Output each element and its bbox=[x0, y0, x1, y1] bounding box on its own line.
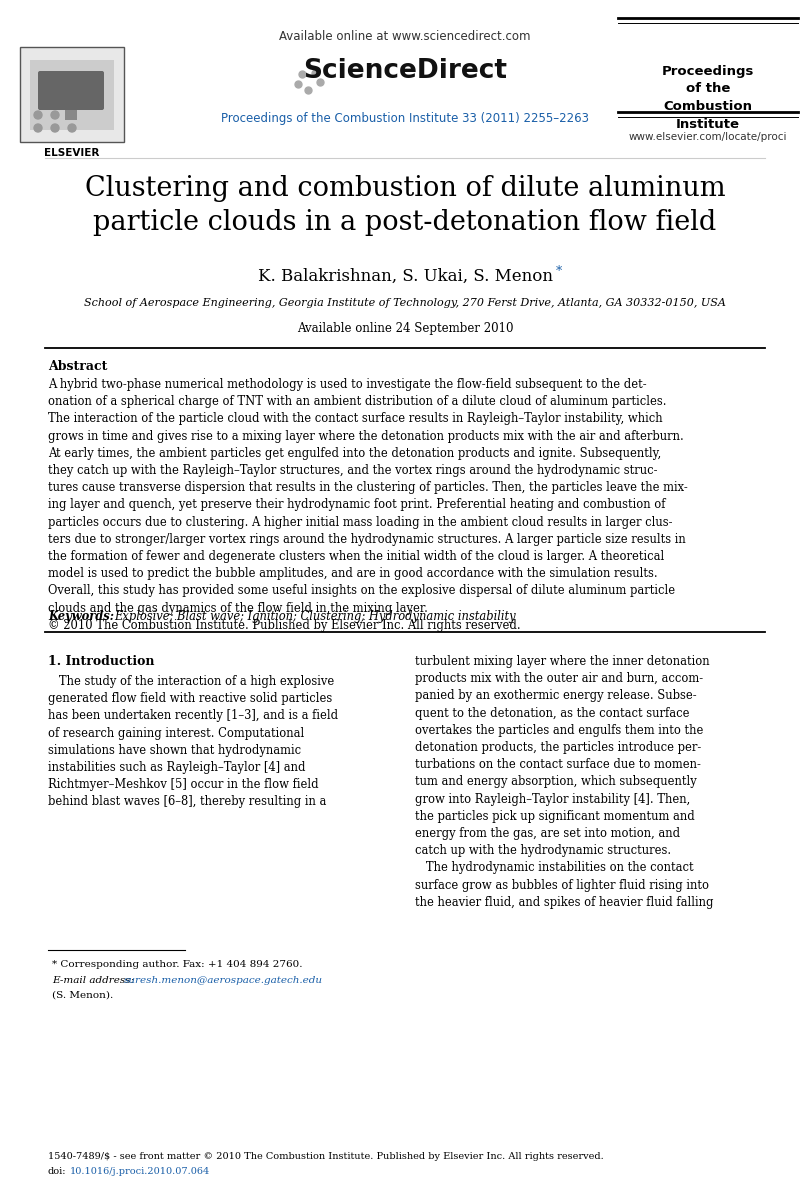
Text: (S. Menon).: (S. Menon). bbox=[52, 991, 113, 1000]
Text: turbulent mixing layer where the inner detonation
products mix with the outer ai: turbulent mixing layer where the inner d… bbox=[415, 655, 714, 908]
Text: *: * bbox=[556, 265, 562, 278]
Text: Proceedings of the Combustion Institute 33 (2011) 2255–2263: Proceedings of the Combustion Institute … bbox=[221, 112, 589, 125]
Bar bbox=[18, 44, 126, 143]
Text: Abstract: Abstract bbox=[48, 360, 108, 373]
Text: 1540-7489/$ - see front matter © 2010 The Combustion Institute. Published by Els: 1540-7489/$ - see front matter © 2010 Th… bbox=[48, 1152, 603, 1162]
Text: Available online 24 September 2010: Available online 24 September 2010 bbox=[296, 322, 514, 335]
Text: ScienceDirect: ScienceDirect bbox=[303, 58, 507, 84]
Text: www.elsevier.com/locate/proci: www.elsevier.com/locate/proci bbox=[629, 132, 787, 142]
Text: School of Aerospace Engineering, Georgia Institute of Technology, 270 Ferst Driv: School of Aerospace Engineering, Georgia… bbox=[84, 298, 726, 308]
Bar bbox=[20, 47, 124, 142]
FancyBboxPatch shape bbox=[38, 71, 104, 110]
Bar bbox=[30, 60, 114, 130]
Text: The study of the interaction of a high explosive
generated flow field with react: The study of the interaction of a high e… bbox=[48, 674, 338, 809]
Text: * Corresponding author. Fax: +1 404 894 2760.: * Corresponding author. Fax: +1 404 894 … bbox=[52, 960, 302, 970]
Text: 1. Introduction: 1. Introduction bbox=[48, 655, 155, 668]
Circle shape bbox=[68, 124, 76, 132]
Text: Clustering and combustion of dilute aluminum
particle clouds in a post-detonatio: Clustering and combustion of dilute alum… bbox=[85, 175, 725, 236]
Circle shape bbox=[34, 110, 42, 119]
Text: E-mail address:: E-mail address: bbox=[52, 976, 138, 985]
Text: doi:: doi: bbox=[48, 1166, 66, 1176]
Text: A hybrid two-phase numerical methodology is used to investigate the flow-field s: A hybrid two-phase numerical methodology… bbox=[48, 378, 688, 631]
Circle shape bbox=[34, 124, 42, 132]
Bar bbox=[65, 74, 77, 120]
Text: Available online at www.sciencedirect.com: Available online at www.sciencedirect.co… bbox=[279, 30, 531, 43]
Text: 10.1016/j.proci.2010.07.064: 10.1016/j.proci.2010.07.064 bbox=[70, 1166, 211, 1176]
Text: ELSEVIER: ELSEVIER bbox=[45, 148, 100, 158]
Text: Proceedings
of the
Combustion
Institute: Proceedings of the Combustion Institute bbox=[662, 65, 754, 131]
Circle shape bbox=[51, 124, 59, 132]
Circle shape bbox=[51, 110, 59, 119]
Text: Explosive; Blast wave; Ignition; Clustering; Hydrodynamic instability: Explosive; Blast wave; Ignition; Cluster… bbox=[114, 610, 516, 623]
Text: Keywords:: Keywords: bbox=[48, 610, 114, 623]
Text: suresh.menon@aerospace.gatech.edu: suresh.menon@aerospace.gatech.edu bbox=[124, 976, 323, 985]
Text: K. Balakrishnan, S. Ukai, S. Menon: K. Balakrishnan, S. Ukai, S. Menon bbox=[258, 268, 552, 284]
